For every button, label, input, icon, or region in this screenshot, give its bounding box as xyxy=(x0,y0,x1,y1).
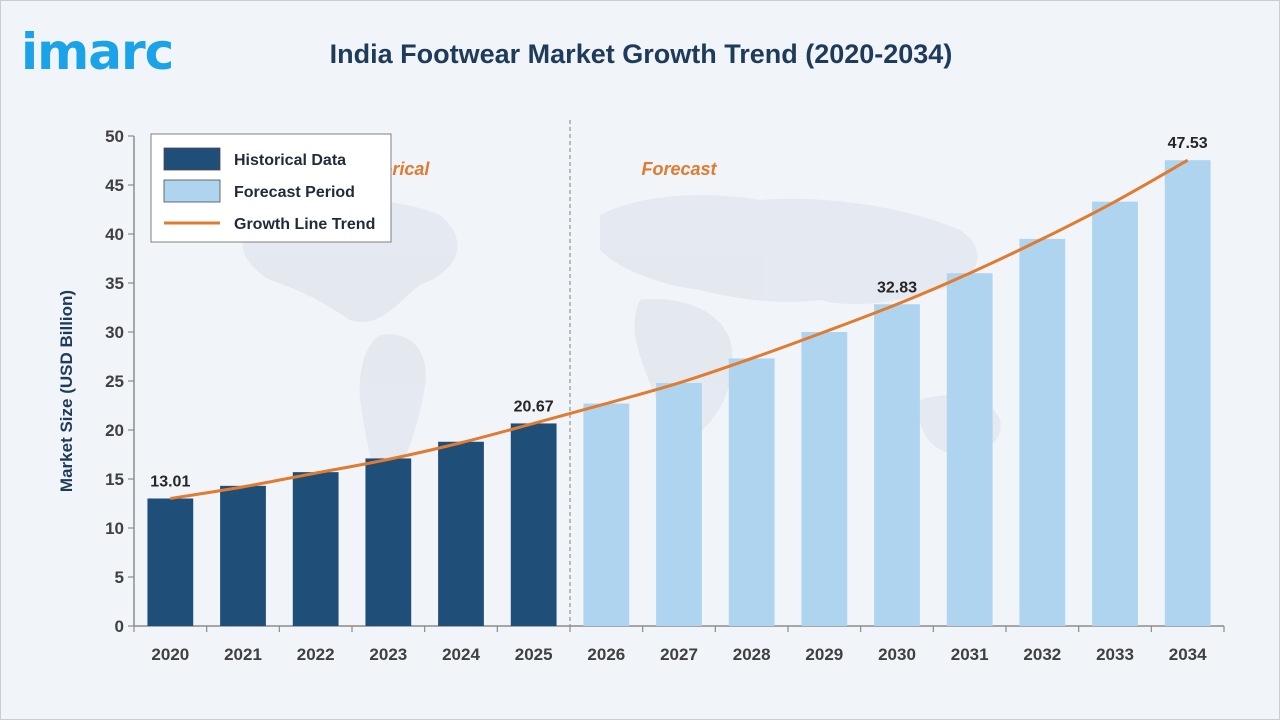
legend-label: Forecast Period xyxy=(234,184,355,201)
x-tick-label: 2028 xyxy=(733,645,771,664)
x-tick-label: 2023 xyxy=(369,645,407,664)
x-tick-label: 2020 xyxy=(151,645,189,664)
legend-swatch xyxy=(163,147,221,171)
y-tick-label: 25 xyxy=(105,372,124,391)
y-axis-title: Market Size (USD Billion) xyxy=(57,290,76,492)
x-tick-label: 2024 xyxy=(442,645,480,664)
growth-trend-line xyxy=(170,158,1189,500)
x-tick-label: 2021 xyxy=(224,645,262,664)
y-tick-label: 15 xyxy=(105,470,124,489)
forecast-bar xyxy=(583,403,630,626)
y-tick-label: 40 xyxy=(105,225,124,244)
x-tick-label: 2029 xyxy=(805,645,843,664)
forecast-bar xyxy=(1019,238,1066,626)
forecast-bar xyxy=(801,332,848,626)
x-tick-label: 2025 xyxy=(515,645,553,664)
data-label: 20.67 xyxy=(514,398,554,415)
x-tick-label: 2033 xyxy=(1096,645,1134,664)
imarc-logo: imarc xyxy=(21,23,174,81)
forecast-bar xyxy=(728,358,775,626)
forecast-bar xyxy=(656,382,702,626)
y-tick-label: 0 xyxy=(115,617,124,636)
forecast-bar xyxy=(1092,201,1138,626)
phase-label-forecast: Forecast xyxy=(641,159,717,179)
x-tick-label: 2022 xyxy=(297,645,335,664)
data-label: 32.83 xyxy=(877,279,917,296)
x-tick-label: 2034 xyxy=(1169,645,1207,664)
y-tick-label: 30 xyxy=(105,323,124,342)
y-tick-label: 35 xyxy=(105,274,124,293)
historical-bar xyxy=(292,472,339,626)
x-tick-label: 2030 xyxy=(878,645,916,664)
legend-swatch xyxy=(163,179,221,203)
y-tick-label: 5 xyxy=(115,568,124,587)
historical-bar xyxy=(438,441,484,626)
historical-bar xyxy=(365,458,412,626)
y-tick-label: 10 xyxy=(105,519,124,538)
forecast-bar xyxy=(874,304,920,626)
historical-bar xyxy=(220,485,266,626)
y-tick-label: 50 xyxy=(105,127,124,146)
x-tick-label: 2031 xyxy=(951,645,989,664)
forecast-bar xyxy=(1164,160,1211,626)
data-label: 13.01 xyxy=(150,474,190,491)
y-tick-label: 45 xyxy=(105,176,124,195)
legend-label: Growth Line Trend xyxy=(234,216,375,233)
forecast-bar xyxy=(946,273,993,626)
x-tick-label: 2027 xyxy=(660,645,698,664)
y-tick-label: 20 xyxy=(105,421,124,440)
historical-bar xyxy=(510,423,557,626)
x-tick-label: 2032 xyxy=(1023,645,1061,664)
legend-label: Historical Data xyxy=(234,152,346,169)
chart-title: India Footwear Market Growth Trend (2020… xyxy=(329,39,953,69)
x-tick-label: 2026 xyxy=(587,645,625,664)
data-label: 47.53 xyxy=(1168,135,1208,152)
historical-bar xyxy=(147,498,194,626)
